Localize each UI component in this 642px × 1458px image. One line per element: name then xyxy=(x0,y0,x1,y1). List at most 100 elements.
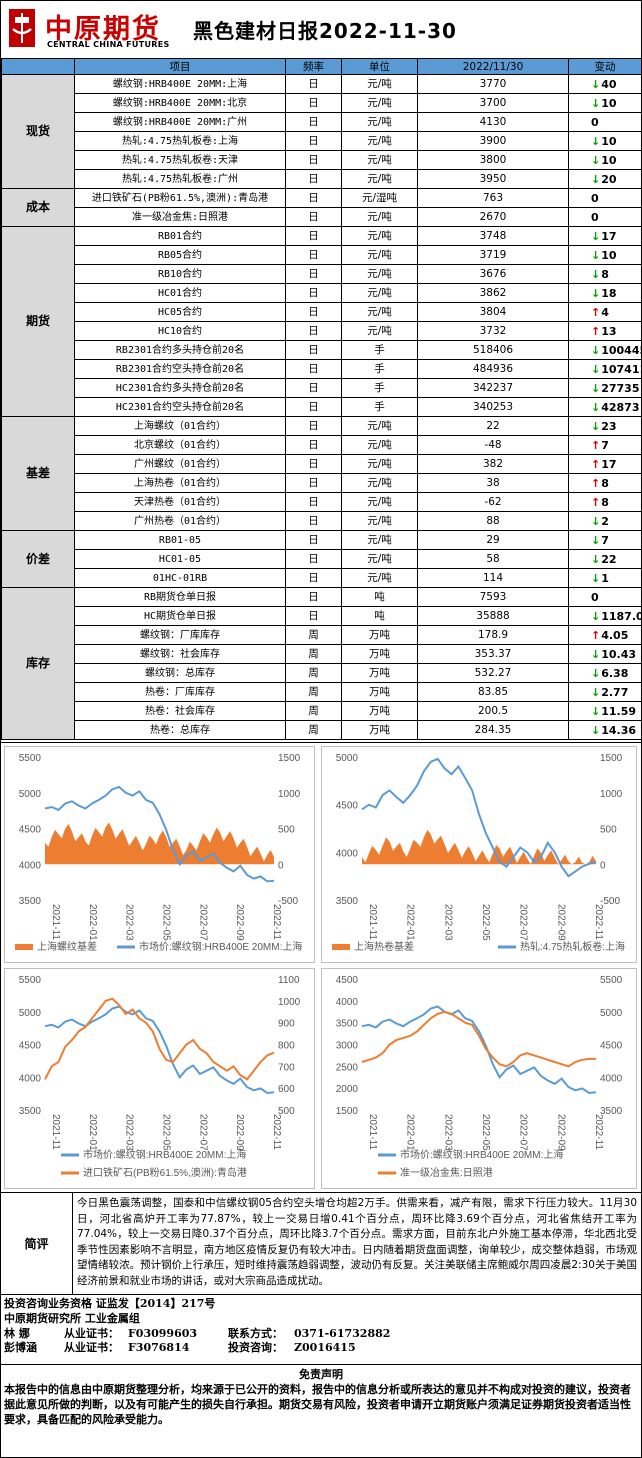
x-tick-label: 2022-09 xyxy=(234,1114,245,1151)
frequency-cell: 周 xyxy=(285,682,342,702)
frequency-cell: 日 xyxy=(285,397,342,417)
unit-cell: 元/吨 xyxy=(341,131,418,151)
frequency-cell: 日 xyxy=(285,587,342,607)
change-cell: ↑13 xyxy=(568,321,642,341)
y-right-tick-label: 1000 xyxy=(278,789,301,800)
qualification-text: 投资咨询业务资格 证监发【2014】217号 xyxy=(4,1297,216,1310)
frequency-cell: 日 xyxy=(285,454,342,474)
item-name-cell: 螺纹钢：厂库库存 xyxy=(74,625,286,645)
legend-label: 进口铁矿石(PB粉61.5%,澳洲):青岛港 xyxy=(83,1166,247,1179)
table-row: HC10合约日元/吨 3732 ↑13 xyxy=(2,321,642,341)
y-right-tick-label: 1500 xyxy=(600,753,623,764)
y-right-tick-label: 800 xyxy=(278,1041,295,1052)
arrow-up-icon: ↑ xyxy=(591,476,601,490)
value-cell: 4130 xyxy=(417,112,569,132)
x-tick-label: 2022-01 xyxy=(405,904,416,941)
x-tick-label: 2021-11 xyxy=(367,904,378,940)
y-left-tick-label: 3000 xyxy=(336,1041,359,1052)
company-logo-icon xyxy=(9,9,35,47)
header-change: 变动 xyxy=(568,58,642,75)
unit-cell: 吨 xyxy=(341,587,418,607)
cert-number: F3076814 xyxy=(128,1341,190,1355)
unit-cell: 元/吨 xyxy=(341,549,418,569)
unit-cell: 万吨 xyxy=(341,720,418,740)
table-row: 准一级冶金焦:日照港日元/吨 2670 0 xyxy=(2,207,642,227)
category-cell: 现货 xyxy=(1,74,75,189)
change-value: 17 xyxy=(601,229,617,243)
item-name-cell: 热卷：社会库存 xyxy=(74,701,286,721)
change-cell: ↓2 xyxy=(568,511,642,531)
category-cell: 期货 xyxy=(1,226,75,417)
x-tick-label: 2022-01 xyxy=(87,1114,98,1151)
analyst-row: 林 娜 从业证书： F03099603 联系方式： 0371-61732882 xyxy=(4,1327,640,1342)
comment-section: 简评 今日黑色震荡调整，国泰和中信螺纹钢05合约空头增仓均超2万手。供需来看，减… xyxy=(1,1192,641,1295)
change-value: 40 xyxy=(601,77,617,91)
contact-label: 联系方式： xyxy=(228,1326,283,1340)
change-value: 10 xyxy=(601,153,617,167)
header-date: 2022/11/30 xyxy=(417,58,569,75)
unit-cell: 吨 xyxy=(341,606,418,626)
arrow-down-icon: ↓ xyxy=(591,514,601,528)
value-cell: 484936 xyxy=(417,359,569,379)
frequency-cell: 日 xyxy=(285,169,342,189)
chart-rebar-vs-iron-ore: 3500 4000 4500 5000 5500 500 600 700 800 900 1000 1… xyxy=(4,968,315,1189)
y-right-tick-label: 4000 xyxy=(600,1073,623,1084)
unit-cell: 元/吨 xyxy=(341,245,418,265)
change-cell: ↓10 xyxy=(568,150,642,170)
change-cell: ↓18 xyxy=(568,283,642,303)
change-value: 8 xyxy=(601,476,609,490)
table-row: 北京螺纹（01合约）日元/吨 -48 ↑7 xyxy=(2,435,642,455)
change-cell: ↓10 xyxy=(568,131,642,151)
header-category xyxy=(1,58,75,75)
frequency-cell: 日 xyxy=(285,606,342,626)
unit-cell: 元/吨 xyxy=(341,169,418,189)
institute-text: 中原期货研究所 工业金属组 xyxy=(4,1311,140,1325)
y-left-tick-label: 5000 xyxy=(19,1008,42,1019)
value-cell: 114 xyxy=(417,568,569,588)
charts-area: 3500 4000 4500 5000 5500 -500 0 500 1000 1500 2021… xyxy=(1,742,641,1192)
x-tick-label: 2022-01 xyxy=(405,1114,416,1151)
value-cell: 7593 xyxy=(417,587,569,607)
table-row: 热卷：社会库存周万吨 200.5 ↓11.59 xyxy=(2,701,642,721)
unit-cell: 万吨 xyxy=(341,682,418,702)
value-cell: 83.85 xyxy=(417,682,569,702)
chart-svg: 1500 2000 2500 3000 3500 4000 4500 3500 4000 4500… xyxy=(336,975,623,1179)
chart-svg: 3500 4000 4500 5000 -500 0 500 1000 1500 2021-11 2… xyxy=(332,753,625,953)
x-tick-label: 2022-09 xyxy=(555,1114,566,1151)
arrow-down-icon: ↓ xyxy=(591,704,601,718)
arrow-down-icon: ↓ xyxy=(591,77,601,91)
frequency-cell: 日 xyxy=(285,245,342,265)
change-value: 14.36 xyxy=(601,723,637,737)
item-name-cell: 螺纹钢:HRB400E 20MM:广州 xyxy=(74,112,286,132)
x-tick-label: 2022-05 xyxy=(161,904,172,941)
table-row: 螺纹钢：总库存周万吨 532.27 ↓6.38 xyxy=(2,663,642,683)
value-cell: 35888 xyxy=(417,606,569,626)
change-value: 11.59 xyxy=(601,704,637,718)
series-line-1 xyxy=(44,997,275,1081)
y-right-tick-label: 5000 xyxy=(600,1008,623,1019)
table-header-row: 项目 频率 单位 2022/11/30 变动 xyxy=(1,58,642,75)
arrow-down-icon: ↓ xyxy=(591,400,601,414)
item-name-cell: 准一级冶金焦:日照港 xyxy=(74,207,286,227)
item-name-cell: 北京螺纹（01合约） xyxy=(74,435,286,455)
table-row: 天津热卷（01合约）日元/吨 -62 ↑8 xyxy=(2,492,642,512)
y-right-tick-label: 1000 xyxy=(278,997,301,1008)
report-title: 黑色建材日报2022-11-30 xyxy=(193,19,457,43)
category-cell: 库存 xyxy=(1,587,75,740)
change-value: 10 xyxy=(601,134,617,148)
unit-cell: 元/湿吨 xyxy=(341,188,418,208)
x-tick-label: 2022-07 xyxy=(518,904,529,941)
frequency-cell: 日 xyxy=(285,264,342,284)
unit-cell: 手 xyxy=(341,359,418,379)
change-cell: ↑8 xyxy=(568,492,642,512)
item-name-cell: 螺纹钢：总库存 xyxy=(74,663,286,683)
change-cell: ↓107411 xyxy=(568,359,642,379)
change-cell: ↓42873 xyxy=(568,397,642,417)
table-row: 广州热卷（01合约）日元/吨 88 ↓2 xyxy=(2,511,642,531)
y-right-tick-label: 700 xyxy=(278,1062,295,1073)
change-value: 10 xyxy=(601,96,617,110)
x-tick-label: 2022-11 xyxy=(593,904,604,940)
x-tick-label: 2022-11 xyxy=(593,1114,604,1150)
